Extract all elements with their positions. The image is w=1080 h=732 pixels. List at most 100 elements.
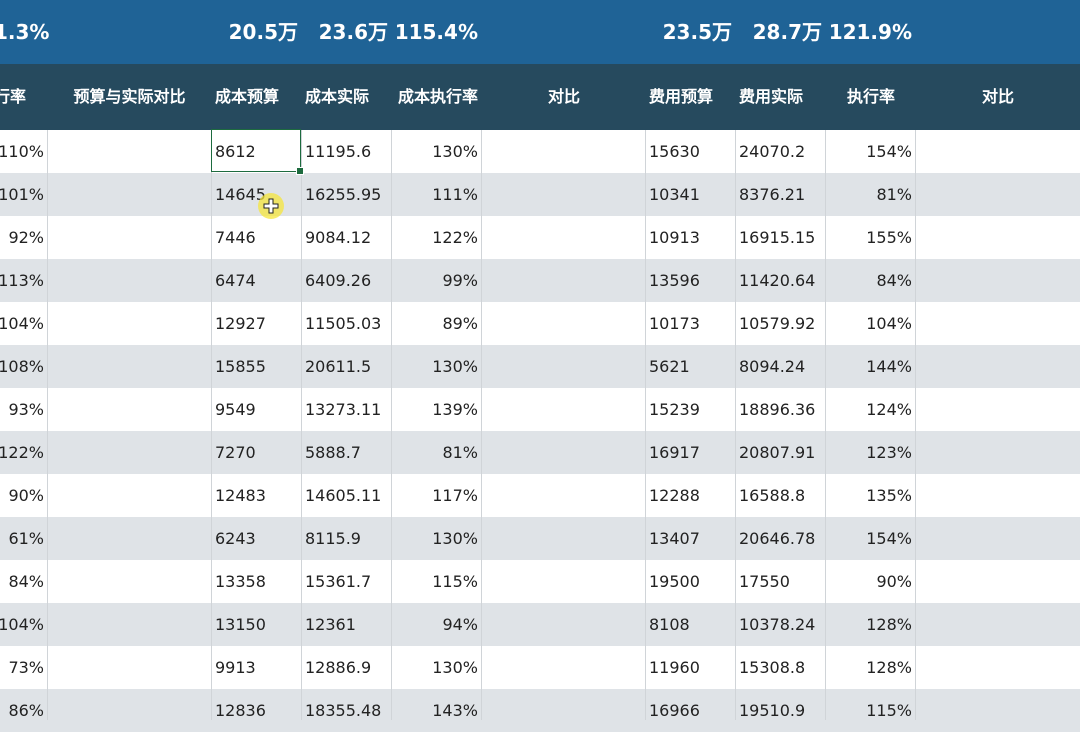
cell-fee-actual[interactable]: 16588.8 xyxy=(739,486,806,505)
summary-cost-actual[interactable]: 23.6万 xyxy=(318,20,388,44)
cell-cost-budget[interactable]: 6243 xyxy=(215,529,256,548)
cell-cost-rate[interactable]: 139% xyxy=(432,400,478,419)
cell-fee-actual[interactable]: 18896.36 xyxy=(739,400,816,419)
header-fee-budget[interactable]: 费用预算 xyxy=(649,87,714,106)
cell-cost-actual[interactable]: 11195.6 xyxy=(305,142,372,161)
cell-cost-actual[interactable]: 12886.9 xyxy=(305,658,372,677)
cell-cost-actual[interactable]: 18355.48 xyxy=(305,701,382,720)
cell-fee-budget[interactable]: 13407 xyxy=(649,529,700,548)
header-fee-actual[interactable]: 费用实际 xyxy=(739,87,804,106)
cell-exec-rate[interactable]: 92% xyxy=(8,228,44,247)
cell-fee-rate[interactable]: 84% xyxy=(876,271,912,290)
cell-fee-actual[interactable]: 20646.78 xyxy=(739,529,816,548)
cell-exec-rate[interactable]: 113% xyxy=(0,271,44,290)
cell-exec-rate[interactable]: 122% xyxy=(0,443,44,462)
cell-fee-rate[interactable]: 123% xyxy=(866,443,912,462)
summary-cost-budget[interactable]: 20.5万 xyxy=(228,20,298,44)
cell-fee-actual[interactable]: 10579.92 xyxy=(739,314,816,333)
summary-fee-rate[interactable]: 121.9% xyxy=(828,20,912,44)
header-cost-actual[interactable]: 成本实际 xyxy=(305,87,370,106)
header-compare-fee[interactable]: 对比 xyxy=(981,87,1014,106)
cell-fee-actual[interactable]: 19510.9 xyxy=(739,701,806,720)
header-budget-vs-actual[interactable]: 预算与实际对比 xyxy=(73,87,186,106)
cell-cost-rate[interactable]: 130% xyxy=(432,529,478,548)
cell-cost-budget[interactable]: 6474 xyxy=(215,271,256,290)
cell-fee-rate[interactable]: 154% xyxy=(866,529,912,548)
cell-fee-rate[interactable]: 81% xyxy=(876,185,912,204)
cell-fee-rate[interactable]: 104% xyxy=(866,314,912,333)
header-cost-exec-rate[interactable]: 成本执行率 xyxy=(397,87,478,106)
cell-cost-budget[interactable]: 12483 xyxy=(215,486,266,505)
cell-fee-budget[interactable]: 8108 xyxy=(649,615,690,634)
cell-cost-actual[interactable]: 6409.26 xyxy=(305,271,372,290)
cell-cost-rate[interactable]: 115% xyxy=(432,572,478,591)
cell-cost-rate[interactable]: 130% xyxy=(432,357,478,376)
fill-handle[interactable] xyxy=(296,167,304,175)
cell-fee-actual[interactable]: 8094.24 xyxy=(739,357,806,376)
cell-cost-actual[interactable]: 20611.5 xyxy=(305,357,372,376)
cell-fee-budget[interactable]: 15630 xyxy=(649,142,700,161)
cell-cost-rate[interactable]: 94% xyxy=(442,615,478,634)
cell-cost-actual[interactable]: 11505.03 xyxy=(305,314,382,333)
cell-fee-actual[interactable]: 8376.21 xyxy=(739,185,806,204)
cell-exec-rate[interactable]: 101% xyxy=(0,185,44,204)
cell-exec-rate[interactable]: 90% xyxy=(8,486,44,505)
cell-cost-budget[interactable]: 7270 xyxy=(215,443,256,462)
cell-cost-rate[interactable]: 99% xyxy=(442,271,478,290)
cell-fee-budget[interactable]: 15239 xyxy=(649,400,700,419)
cell-cost-rate[interactable]: 117% xyxy=(432,486,478,505)
cell-exec-rate[interactable]: 86% xyxy=(8,701,44,720)
cell-fee-budget[interactable]: 19500 xyxy=(649,572,700,591)
cell-fee-budget[interactable]: 13596 xyxy=(649,271,700,290)
cell-exec-rate[interactable]: 61% xyxy=(8,529,44,548)
cell-cost-actual[interactable]: 15361.7 xyxy=(305,572,372,591)
cell-fee-actual[interactable]: 10378.24 xyxy=(739,615,816,634)
cell-fee-actual[interactable]: 20807.91 xyxy=(739,443,816,462)
summary-fee-actual[interactable]: 28.7万 xyxy=(752,20,822,44)
cell-fee-rate[interactable]: 128% xyxy=(866,658,912,677)
cell-fee-budget[interactable]: 11960 xyxy=(649,658,700,677)
cell-fee-actual[interactable]: 16915.15 xyxy=(739,228,816,247)
cell-fee-budget[interactable]: 10341 xyxy=(649,185,700,204)
cell-fee-actual[interactable]: 24070.2 xyxy=(739,142,806,161)
cell-cost-budget[interactable]: 9549 xyxy=(215,400,256,419)
cell-cost-budget[interactable]: 14645 xyxy=(215,185,266,204)
summary-total-rate[interactable]: 1.3% xyxy=(0,20,50,44)
cell-cost-budget[interactable]: 13150 xyxy=(215,615,266,634)
cell-fee-budget[interactable]: 16966 xyxy=(649,701,700,720)
cell-fee-rate[interactable]: 124% xyxy=(866,400,912,419)
cell-fee-rate[interactable]: 155% xyxy=(866,228,912,247)
cell-fee-budget[interactable]: 10173 xyxy=(649,314,700,333)
cell-cost-rate[interactable]: 111% xyxy=(432,185,478,204)
cell-cost-actual[interactable]: 12361 xyxy=(305,615,356,634)
cell-fee-actual[interactable]: 17550 xyxy=(739,572,790,591)
cell-cost-budget[interactable]: 13358 xyxy=(215,572,266,591)
cell-exec-rate[interactable]: 104% xyxy=(0,615,44,634)
cell-cost-budget[interactable]: 8612 xyxy=(215,142,256,161)
cell-exec-rate[interactable]: 110% xyxy=(0,142,44,161)
cell-cost-rate[interactable]: 122% xyxy=(432,228,478,247)
cell-cost-budget[interactable]: 12927 xyxy=(215,314,266,333)
cell-fee-rate[interactable]: 135% xyxy=(866,486,912,505)
cell-cost-rate[interactable]: 81% xyxy=(442,443,478,462)
header-fee-exec-rate[interactable]: 执行率 xyxy=(846,87,895,106)
cell-exec-rate[interactable]: 73% xyxy=(8,658,44,677)
cell-cost-actual[interactable]: 9084.12 xyxy=(305,228,372,247)
cell-fee-budget[interactable]: 12288 xyxy=(649,486,700,505)
cell-cost-budget[interactable]: 15855 xyxy=(215,357,266,376)
cell-fee-rate[interactable]: 144% xyxy=(866,357,912,376)
cell-cost-actual[interactable]: 13273.11 xyxy=(305,400,382,419)
cell-exec-rate[interactable]: 104% xyxy=(0,314,44,333)
cell-cost-actual[interactable]: 14605.11 xyxy=(305,486,382,505)
cell-cost-actual[interactable]: 5888.7 xyxy=(305,443,361,462)
cell-cost-budget[interactable]: 9913 xyxy=(215,658,256,677)
cell-cost-budget[interactable]: 7446 xyxy=(215,228,256,247)
cell-exec-rate[interactable]: 84% xyxy=(8,572,44,591)
cell-cost-rate[interactable]: 130% xyxy=(432,658,478,677)
cell-cost-rate[interactable]: 89% xyxy=(442,314,478,333)
summary-cost-rate[interactable]: 115.4% xyxy=(394,20,478,44)
cell-cost-rate[interactable]: 143% xyxy=(432,701,478,720)
cell-fee-budget[interactable]: 10913 xyxy=(649,228,700,247)
cell-fee-rate[interactable]: 128% xyxy=(866,615,912,634)
cell-fee-rate[interactable]: 90% xyxy=(876,572,912,591)
